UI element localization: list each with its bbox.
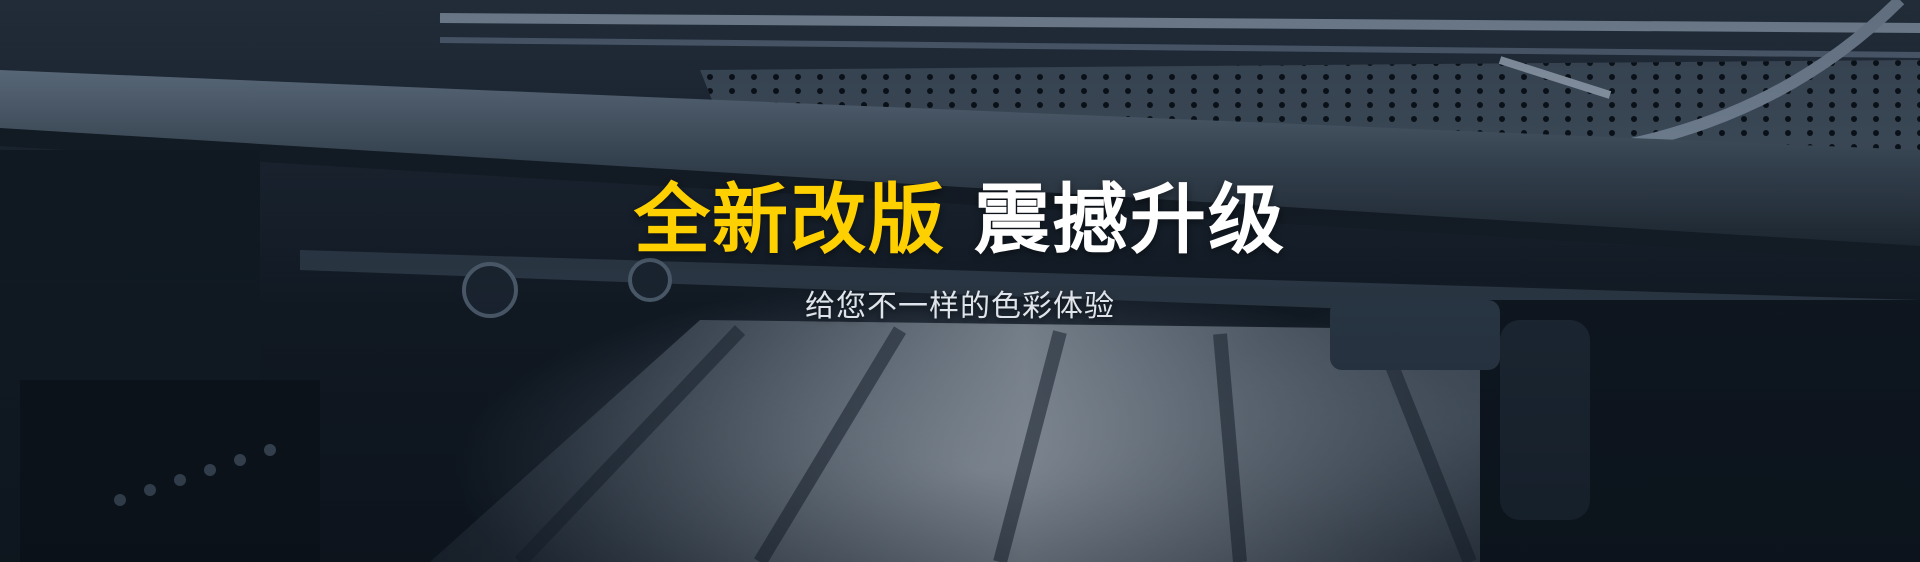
banner-subtitle: 给您不一样的色彩体验 xyxy=(805,289,1115,324)
headline-main: 震撼升级 xyxy=(974,175,1286,264)
banner-headline: 全新改版 震撼升级 xyxy=(0,175,1920,265)
headline-highlight: 全新改版 xyxy=(634,175,946,264)
